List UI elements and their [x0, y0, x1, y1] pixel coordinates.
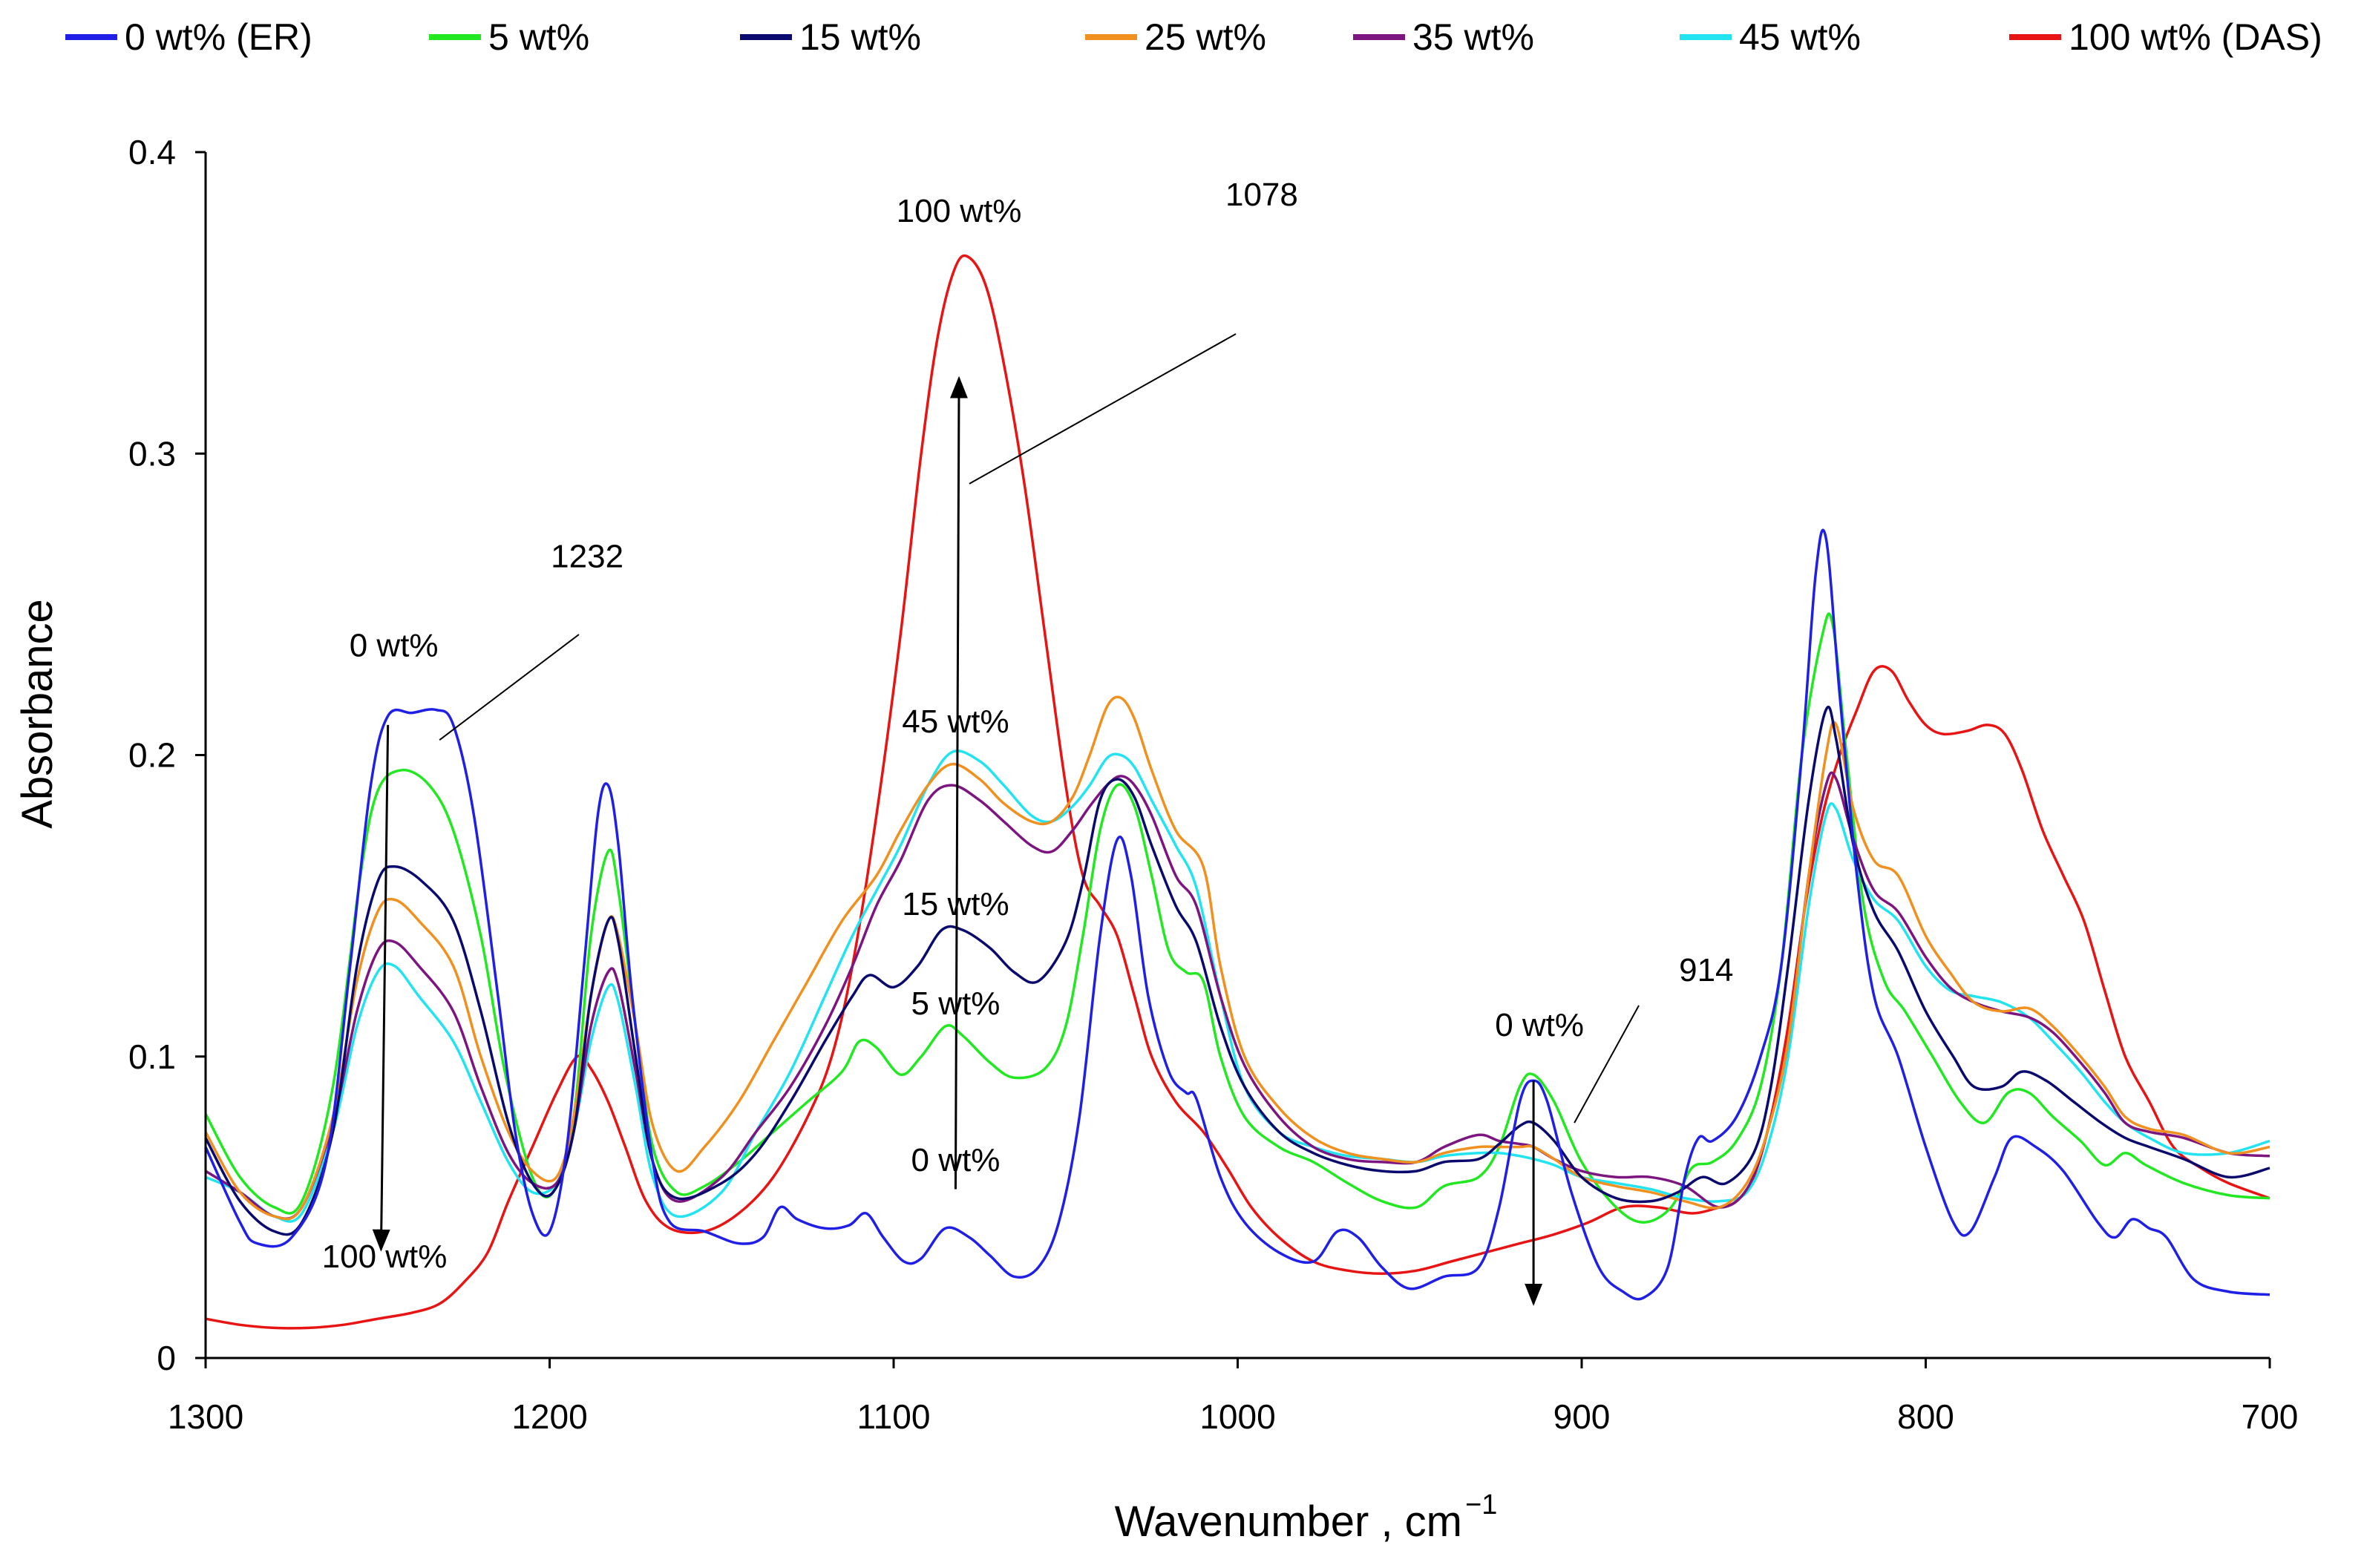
trend-arrow [949, 375, 968, 1190]
legend-label: 0 wt% (ER) [125, 16, 312, 58]
x-axis-title: Wavenumber , cm [1115, 1498, 1462, 1546]
y-tick-label: 0 [157, 1339, 176, 1377]
legend-label: 45 wt% [1739, 16, 1861, 58]
annotation-label: 45 wt% [902, 703, 1009, 740]
x-tick-label: 1100 [857, 1397, 931, 1436]
chart-ticks: 1300 1200 1100 1000 900 800 700 0 0.1 0.2 0.3 0.4 [128, 133, 2298, 1436]
y-axis-title: Absorbance [13, 599, 62, 829]
annotation-label: 0 wt% [1495, 1007, 1584, 1043]
series-line-15-wt [204, 705, 2270, 1236]
annotation-label: 0 wt% [350, 627, 439, 663]
series-line-25-wt [204, 695, 2270, 1221]
chart-series [204, 254, 2270, 1330]
x-tick-label: 1000 [1199, 1397, 1275, 1436]
series-line-35-wt [205, 771, 2270, 1220]
annotation-label: 1232 [551, 539, 623, 575]
annotation-label: 100 wt% [897, 193, 1022, 229]
annotation-label: 100 wt% [322, 1239, 448, 1275]
annotation-leader-line [969, 333, 1237, 485]
x-tick-label: 900 [1553, 1397, 1611, 1436]
series-line-0-wt-er [204, 528, 2270, 1301]
legend-label: 100 wt% (DAS) [2069, 16, 2322, 58]
trend-arrow [372, 724, 390, 1252]
x-axis-title-superscript: −1 [1465, 1489, 1497, 1521]
y-tick-label: 0.4 [128, 133, 176, 171]
legend-label: 15 wt% [799, 16, 921, 58]
x-tick-label: 800 [1897, 1397, 1954, 1436]
chart-legend: 0 wt% (ER) 5 wt% 15 wt% 25 wt% 35 wt% 45 wt% 1… [65, 16, 2322, 58]
x-tick-label: 1300 [168, 1397, 243, 1436]
annotation-leader-line [439, 634, 580, 741]
annotation-leader-line [1574, 1005, 1640, 1123]
y-tick-label: 0.1 [128, 1037, 176, 1076]
chart-axes [204, 152, 2270, 1359]
legend-label: 5 wt% [488, 16, 589, 58]
x-tick-label: 700 [2242, 1397, 2299, 1436]
y-tick-label: 0.3 [128, 434, 176, 473]
annotation-label: 15 wt% [902, 886, 1009, 922]
x-tick-label: 1200 [511, 1397, 587, 1436]
annotation-label: 1078 [1225, 177, 1298, 213]
annotation-label: 914 [1679, 952, 1733, 988]
legend-label: 25 wt% [1145, 16, 1266, 58]
series-line-100-wt-das [205, 254, 2270, 1330]
y-tick-label: 0.2 [128, 736, 176, 775]
legend-label: 35 wt% [1412, 16, 1534, 58]
